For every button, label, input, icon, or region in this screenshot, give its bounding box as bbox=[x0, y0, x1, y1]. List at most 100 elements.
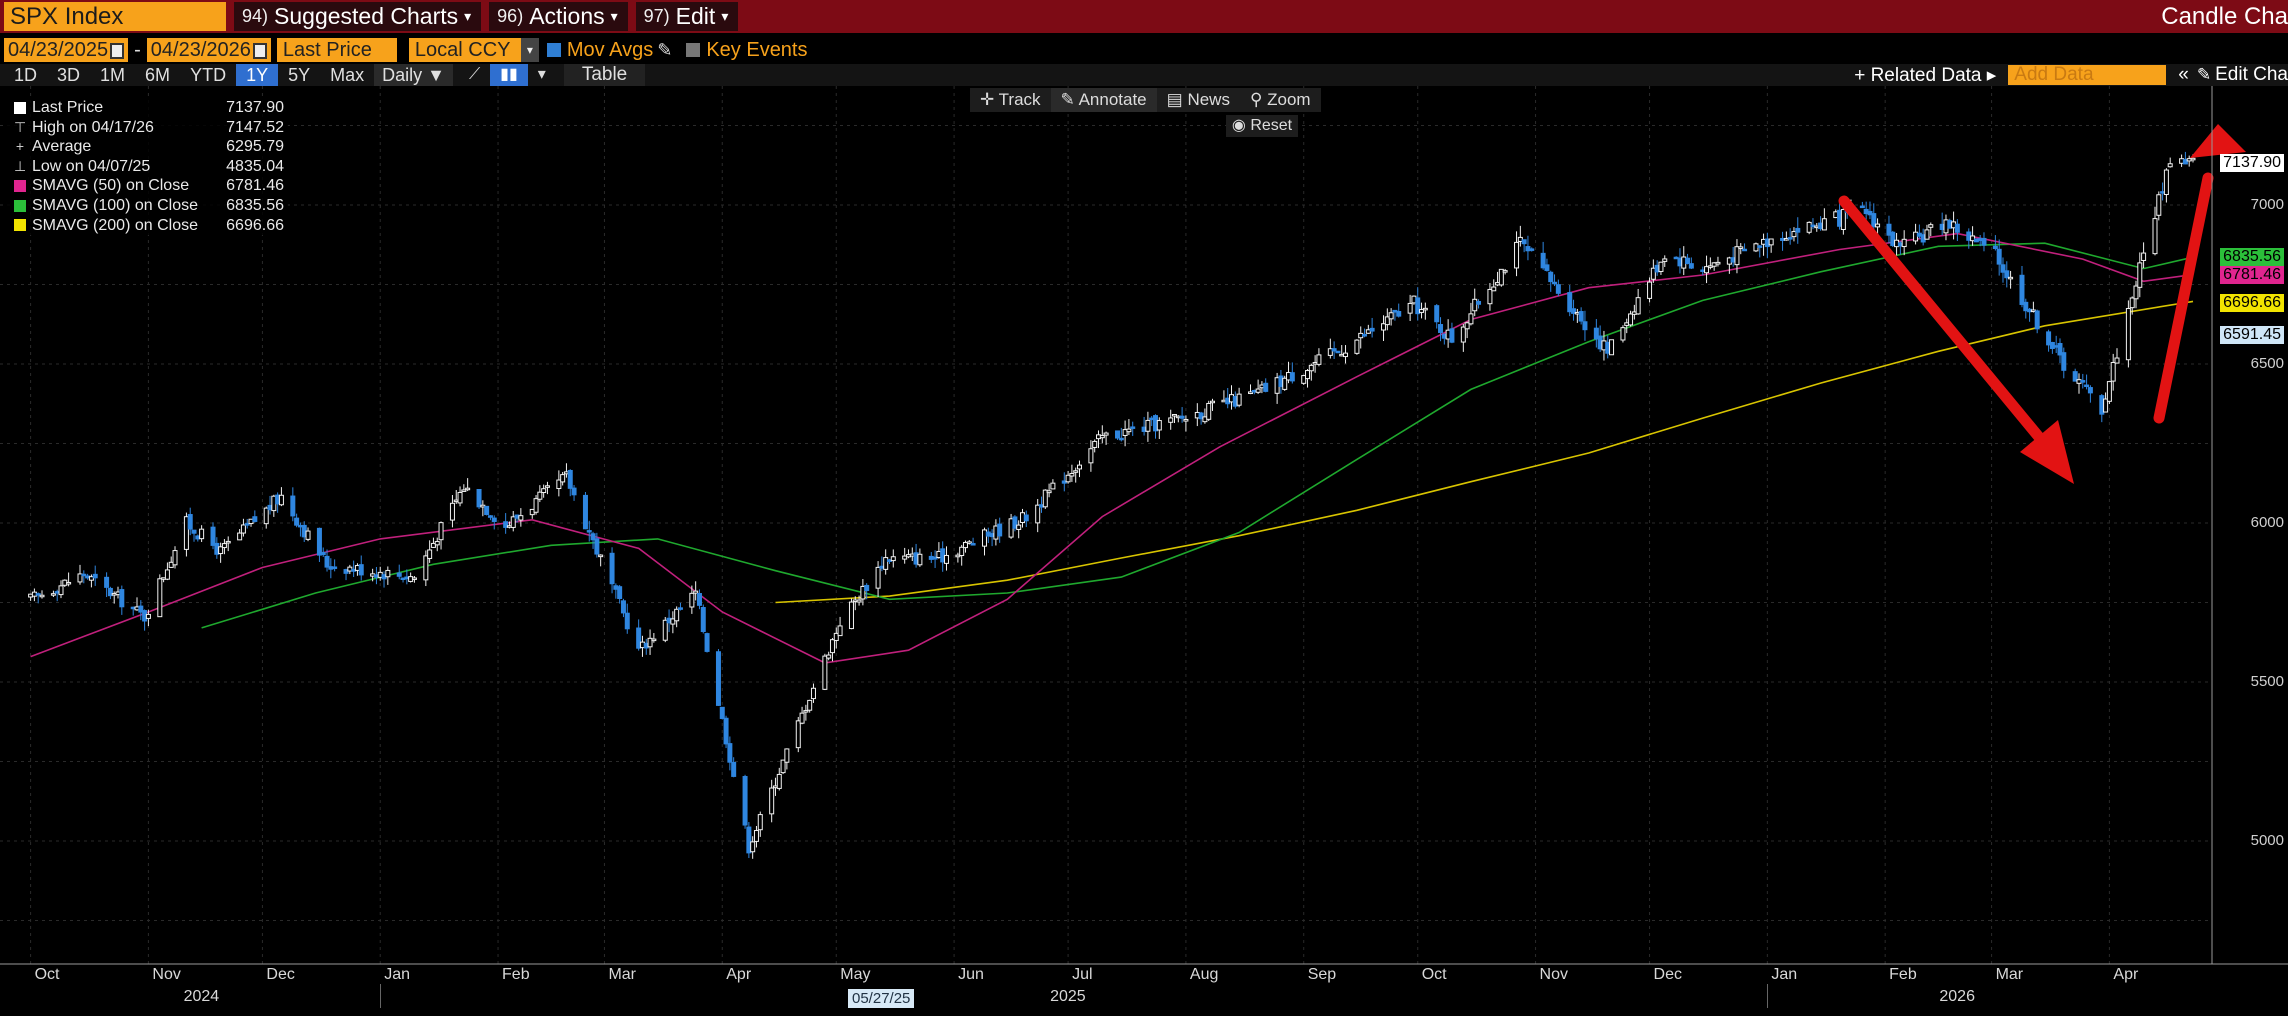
candle-up bbox=[278, 494, 284, 506]
candle-up bbox=[1806, 221, 1812, 233]
end-date-field[interactable]: 04/23/2026 bbox=[146, 38, 271, 62]
x-month-label: Apr bbox=[2113, 966, 2139, 983]
period-max[interactable]: Max bbox=[330, 65, 365, 85]
candle-up bbox=[856, 599, 862, 603]
down-arrow-shaft bbox=[1838, 195, 2054, 454]
add-data-input[interactable]: Add Data bbox=[2008, 65, 2167, 85]
calendar-icon[interactable] bbox=[252, 42, 267, 59]
candle-chart-icon[interactable]: ▮▮ bbox=[490, 64, 528, 86]
edit-menu[interactable]: 97) Edit ▾ bbox=[635, 2, 739, 31]
candle-down bbox=[2080, 380, 2086, 383]
related-data-button[interactable]: + Related Data ▸ bbox=[1854, 64, 1997, 86]
candle-up bbox=[670, 618, 676, 625]
pencil-icon[interactable]: ✎ bbox=[2196, 65, 2212, 84]
period-ytd[interactable]: YTD bbox=[190, 65, 227, 85]
period-3d[interactable]: 3D bbox=[57, 65, 81, 85]
candle-down bbox=[571, 487, 577, 496]
actions-menu[interactable]: 96) Actions ▾ bbox=[489, 2, 628, 31]
currency-dropdown-icon[interactable]: ▾ bbox=[520, 38, 539, 62]
suggested-charts-menu[interactable]: 94) Suggested Charts ▾ bbox=[234, 2, 482, 31]
up-arrow-shaft bbox=[2153, 172, 2214, 424]
candle-down bbox=[1335, 350, 1341, 354]
x-month-label: Oct bbox=[1421, 966, 1447, 983]
candle-down bbox=[2004, 270, 2010, 279]
period-1y[interactable]: 1Y bbox=[236, 64, 279, 86]
period-1m[interactable]: 1M bbox=[100, 65, 126, 85]
candle-down bbox=[1996, 248, 2002, 265]
candle-up bbox=[769, 787, 775, 815]
right-toolbar: + Related Data ▸ Add Data « ✎ Edit Cha bbox=[1842, 64, 2288, 86]
reset-button[interactable]: ◉ Reset bbox=[1226, 115, 1298, 137]
candle-up bbox=[689, 592, 695, 608]
legend-row[interactable]: SMAVG (50) on Close 6781.46 bbox=[6, 176, 288, 196]
track-tool[interactable]: ✛ Track bbox=[980, 90, 1041, 109]
x-month-label: Apr bbox=[726, 966, 752, 983]
frequency-selector[interactable]: Daily ▼ bbox=[374, 64, 453, 86]
start-date-field[interactable]: 04/23/2025 bbox=[4, 38, 129, 62]
annotate-label: Annotate bbox=[1078, 90, 1147, 109]
candle-down bbox=[1593, 327, 1599, 340]
candle-up bbox=[225, 540, 231, 544]
candle-up bbox=[199, 528, 205, 540]
legend-value: 6295.79 bbox=[226, 138, 284, 156]
candle-down bbox=[1529, 248, 1535, 251]
candle-up bbox=[1419, 309, 1425, 313]
candle-up bbox=[385, 569, 391, 578]
candle-up bbox=[544, 485, 550, 488]
ticker-input[interactable]: SPX Index bbox=[4, 2, 226, 31]
legend-row[interactable]: ⊥ Low on 04/07/25 4835.04 bbox=[6, 157, 288, 177]
moving-average-lines bbox=[30, 232, 2194, 664]
line-chart-icon[interactable]: ⟋ bbox=[468, 66, 481, 83]
candle-down bbox=[1449, 328, 1455, 343]
candle-up bbox=[427, 549, 433, 559]
candle-up bbox=[1715, 261, 1721, 265]
candle-down bbox=[1552, 281, 1558, 285]
radio-icon: ◉ bbox=[1231, 117, 1246, 134]
period-1d[interactable]: 1D bbox=[14, 65, 38, 85]
legend-row[interactable]: + Average 6295.79 bbox=[6, 137, 288, 157]
x-year-label: 2025 bbox=[1050, 988, 1086, 1005]
candle-up bbox=[1145, 419, 1151, 432]
menu-label: Suggested Charts bbox=[274, 3, 459, 29]
x-month-label: Jul bbox=[1072, 966, 1093, 983]
candle-up bbox=[1647, 281, 1653, 299]
candle-down bbox=[609, 552, 615, 585]
annotate-tool[interactable]: ✎ Annotate bbox=[1050, 88, 1157, 112]
candle-up bbox=[1343, 352, 1349, 358]
key-events-checkbox[interactable] bbox=[686, 43, 701, 57]
candle-up bbox=[902, 555, 908, 560]
mov-avgs-checkbox[interactable] bbox=[546, 43, 561, 57]
table-button[interactable]: Table bbox=[563, 64, 646, 86]
candle-up bbox=[1316, 354, 1322, 365]
zoom-tool[interactable]: ⚲ Zoom bbox=[1249, 90, 1311, 109]
candle-up bbox=[693, 590, 699, 594]
collapse-icon[interactable]: « bbox=[2178, 64, 2189, 85]
caret-down-icon: ▾ bbox=[610, 8, 618, 24]
candle-up bbox=[1088, 448, 1094, 464]
caret-down-icon: ▾ bbox=[721, 8, 729, 24]
chart-type-dropdown-icon[interactable]: ▾ bbox=[537, 66, 546, 83]
candle-up bbox=[1472, 298, 1478, 312]
pencil-icon[interactable]: ✎ bbox=[657, 39, 673, 60]
currency-selector[interactable]: Local CCY bbox=[408, 38, 521, 62]
candle-down bbox=[2087, 387, 2093, 394]
price-chart[interactable] bbox=[0, 86, 2288, 1016]
x-month-label: Dec bbox=[266, 966, 295, 983]
candle-up bbox=[803, 710, 809, 713]
reset-label: Reset bbox=[1250, 117, 1293, 134]
x-month-label: Aug bbox=[1189, 966, 1219, 983]
legend-row[interactable]: ⊤ High on 04/17/26 7147.52 bbox=[6, 118, 288, 138]
period-6m[interactable]: 6M bbox=[145, 65, 171, 85]
candle-down bbox=[617, 586, 623, 599]
legend-row[interactable]: Last Price 7137.90 bbox=[6, 98, 288, 118]
candle-up bbox=[1046, 490, 1052, 494]
calendar-icon[interactable] bbox=[110, 42, 125, 59]
candle-down bbox=[119, 589, 125, 608]
legend-row[interactable]: SMAVG (200) on Close 6696.66 bbox=[6, 216, 288, 236]
legend-row[interactable]: SMAVG (100) on Close 6835.56 bbox=[6, 196, 288, 216]
chart-type-title: Candle Cha bbox=[2161, 3, 2288, 30]
field-selector[interactable]: Last Price bbox=[276, 38, 397, 62]
edit-chart-button[interactable]: Edit Cha bbox=[2215, 64, 2288, 85]
news-tool[interactable]: ▤ News bbox=[1166, 90, 1230, 109]
period-5y[interactable]: 5Y bbox=[288, 65, 311, 85]
